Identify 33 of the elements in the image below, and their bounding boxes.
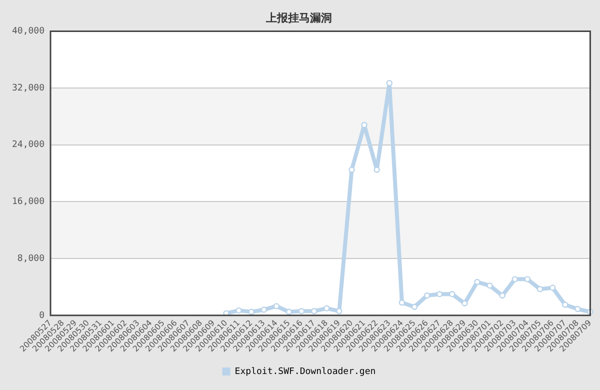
- point: [411, 304, 418, 310]
- point: [424, 292, 430, 299]
- point: [536, 286, 544, 292]
- y-tick-label: 40,000: [12, 26, 45, 37]
- point: [273, 303, 280, 310]
- point: [386, 80, 392, 86]
- point: [512, 276, 518, 282]
- point: [324, 305, 330, 312]
- point: [298, 308, 305, 314]
- point: [449, 291, 456, 298]
- point: [499, 292, 506, 299]
- point: [549, 284, 556, 291]
- point: [236, 307, 242, 314]
- point: [336, 308, 342, 314]
- point: [286, 308, 292, 315]
- y-tick-label: 8,000: [17, 254, 45, 264]
- point: [310, 308, 318, 314]
- legend-label: Exploit.SWF.Downloader.gen: [234, 366, 376, 377]
- point: [524, 276, 531, 282]
- point: [574, 306, 581, 312]
- y-tick-label: 16,000: [12, 197, 45, 208]
- point: [398, 300, 406, 306]
- point: [562, 302, 568, 308]
- point: [462, 300, 468, 306]
- y-tick-label: 24,000: [12, 140, 45, 150]
- chart-title: 上报挂马漏洞: [265, 11, 332, 24]
- point: [260, 306, 267, 313]
- y-tick-label: 32,000: [12, 83, 45, 94]
- point: [248, 308, 254, 315]
- point: [348, 166, 355, 173]
- point: [474, 278, 480, 286]
- y-tick-label: 0: [39, 310, 45, 321]
- point: [486, 282, 493, 289]
